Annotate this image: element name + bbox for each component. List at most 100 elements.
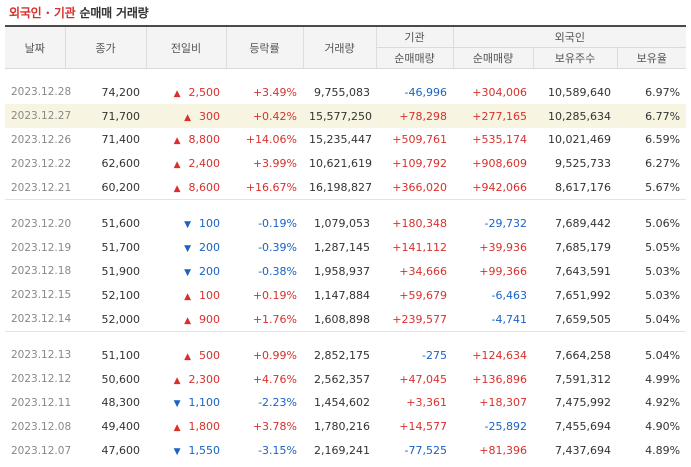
cell-inst-net: +14,577: [399, 420, 447, 434]
cell-holdings: 9,525,733: [555, 157, 611, 171]
cell-inst-net: +3,361: [406, 396, 447, 410]
header-foreign: 외국인: [452, 26, 687, 48]
change-value: 8,800: [188, 133, 221, 147]
cell-holdings: 7,659,505: [555, 312, 611, 326]
cell-foreign-net: -25,892: [484, 420, 527, 434]
cell-foreign-net: -4,741: [491, 312, 527, 326]
triangle-up-icon: ▲: [184, 315, 191, 326]
cell-close: 48,300: [101, 396, 141, 410]
cell-close: 47,600: [101, 444, 141, 458]
cell-change: ▲ 2,500: [146, 81, 226, 105]
cell-volume: 1,608,898: [314, 312, 370, 326]
cell-change: ▲ 300: [146, 104, 226, 129]
cell-rate: +16.67%: [245, 181, 297, 195]
table-body: 2023.12.28 74,200 ▲ 2,500 +3.49% 9,755,083 -46…: [5, 69, 687, 463]
cell-volume: 1,780,216: [314, 420, 370, 434]
triangle-down-icon: ▼: [173, 447, 181, 458]
cell-foreign-net: +942,066: [472, 181, 527, 195]
cell-change: ▼ 200: [146, 236, 226, 260]
change-value: 1,800: [188, 420, 221, 434]
cell-date: 2023.12.28: [11, 86, 72, 99]
triangle-up-icon: ▲: [173, 136, 181, 147]
table-row: 2023.12.12 50,600 ▲ 2,300 +4.76% 2,562,357 +47…: [5, 367, 686, 391]
cell-close: 62,600: [101, 157, 141, 171]
cell-foreign-net: +136,896: [472, 372, 527, 386]
change-value: 500: [199, 348, 220, 362]
triangle-up-icon: ▲: [173, 375, 181, 386]
table-row: 2023.12.22 62,600 ▲ 2,400 +3.99% 10,621,619 +1…: [5, 152, 686, 176]
cell-change: ▲ 8,600: [146, 176, 226, 200]
cell-close: 52,100: [101, 288, 141, 302]
cell-change: ▲ 1,800: [146, 415, 226, 439]
cell-volume: 15,235,447: [309, 133, 372, 147]
header-close: 종가: [64, 26, 146, 69]
cell-volume: 9,755,083: [314, 85, 370, 99]
cell-volume: 2,169,241: [314, 444, 370, 458]
cell-close: 52,000: [101, 312, 141, 326]
cell-date: 2023.12.18: [11, 265, 72, 278]
cell-holdings: 7,591,312: [555, 372, 611, 386]
cell-close: 71,700: [65, 104, 146, 129]
table-row: 2023.12.26 71,400 ▲ 8,800 +14.06% 15,235,447 +…: [5, 128, 686, 152]
header-holdings: 보유주수: [532, 47, 617, 69]
cell-date: 2023.12.08: [11, 420, 72, 433]
header-ratio: 보유율: [616, 47, 687, 69]
section-title: 외국인 · 기관 순매매 거래량: [9, 4, 149, 21]
group-gap: [5, 332, 686, 344]
cell-change: ▼ 1,100: [146, 391, 226, 415]
triangle-up-icon: ▲: [173, 160, 181, 171]
cell-change: ▲ 100: [146, 283, 226, 307]
triangle-up-icon: ▲: [173, 184, 181, 195]
cell-close: 51,600: [101, 217, 141, 231]
table-row: 2023.12.21 60,200 ▲ 8,600 +16.67% 16,198,827 +…: [5, 176, 686, 200]
cell-ratio: 5.04%: [645, 348, 681, 362]
cell-change: ▲ 8,800: [146, 128, 226, 152]
cell-date: 2023.12.19: [11, 241, 72, 254]
cell-inst-net: -275: [422, 348, 447, 362]
cell-holdings: 7,437,694: [555, 444, 611, 458]
header-volume: 거래량: [302, 26, 376, 69]
cell-inst-net: +47,045: [399, 372, 447, 386]
cell-volume: 2,562,357: [314, 372, 370, 386]
cell-ratio: 4.92%: [645, 396, 681, 410]
cell-holdings: 10,021,469: [548, 133, 611, 147]
cell-volume: 16,198,827: [309, 181, 372, 195]
table-row: 2023.12.13 51,100 ▲ 500 +0.99% 2,852,175 -275 +…: [5, 343, 686, 367]
cell-inst-net: +78,298: [376, 104, 453, 129]
cell-holdings: 7,689,442: [555, 217, 611, 231]
group-separator: [5, 199, 687, 201]
cell-holdings: 7,455,694: [555, 420, 611, 434]
cell-foreign-net: +277,165: [453, 104, 533, 129]
triangle-up-icon: ▲: [184, 112, 191, 123]
table-row: 2023.12.14 52,000 ▲ 900 +1.76% 1,608,898 +239,…: [5, 307, 686, 331]
group-separator: [5, 331, 687, 332]
cell-inst-net: +141,112: [392, 241, 447, 255]
group-gap: [5, 200, 686, 212]
cell-holdings: 7,643,591: [555, 264, 611, 278]
cell-date: 2023.12.27: [5, 104, 71, 129]
cell-rate: -0.39%: [258, 241, 297, 255]
triangle-up-icon: ▲: [173, 423, 181, 434]
cell-close: 51,900: [101, 264, 141, 278]
cell-rate: +0.19%: [252, 288, 297, 302]
cell-ratio: 5.06%: [645, 217, 681, 231]
change-value: 200: [199, 264, 220, 278]
header-inst-net: 순매매량: [375, 47, 453, 69]
cell-close: 51,100: [101, 348, 141, 362]
cell-foreign-net: +535,174: [472, 133, 527, 147]
cell-change: ▲ 900: [146, 307, 226, 331]
table-row: 2023.12.19 51,700 ▼ 200 -0.39% 1,287,145 +141,…: [5, 236, 686, 260]
title-investor-label: 외국인 · 기관: [9, 6, 76, 20]
cell-foreign-net: +99,366: [479, 264, 527, 278]
cell-date: 2023.12.11: [11, 396, 72, 409]
cell-ratio: 5.03%: [645, 264, 681, 278]
header-institution: 기관: [375, 26, 453, 48]
change-value: 100: [199, 217, 220, 231]
cell-foreign-net: +81,396: [479, 444, 527, 458]
group-gap: [5, 69, 686, 81]
cell-volume: 2,852,175: [314, 348, 370, 362]
cell-inst-net: +34,666: [399, 264, 447, 278]
cell-inst-net: -77,525: [404, 444, 447, 458]
cell-rate: -0.19%: [258, 217, 297, 231]
cell-ratio: 4.99%: [645, 372, 681, 386]
